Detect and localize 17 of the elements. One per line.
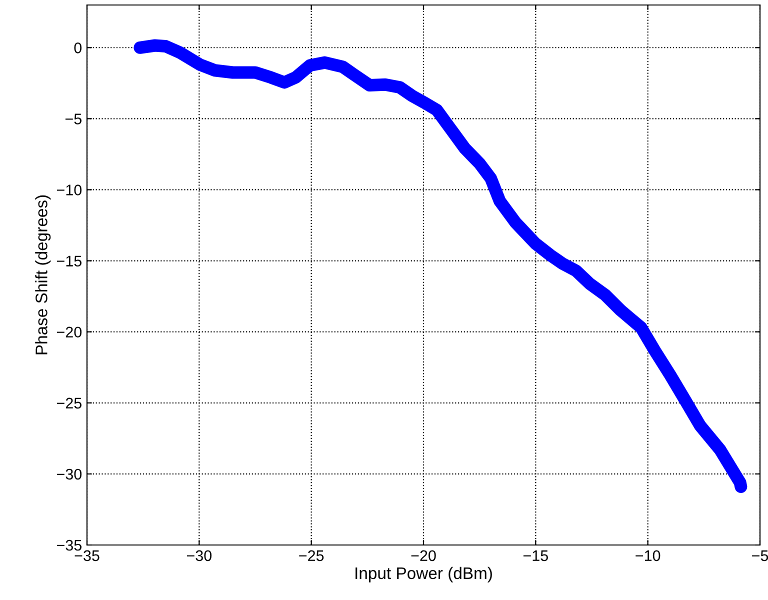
x-tick-label: −5 [752,550,768,562]
x-tick-label: −20 [411,550,436,562]
y-tick-label: −25 [56,398,82,409]
x-tick-label: −25 [299,550,324,562]
y-tick-label: −5 [65,114,82,124]
x-tick-label: −10 [636,550,660,562]
y-tick-label: 0 [74,42,82,54]
x-axis-title: Input Power (dBm) [356,566,492,582]
x-tick-label: −15 [523,550,548,562]
x-tick-label: −35 [74,550,100,562]
x-tick-label: −30 [186,550,212,562]
y-tick-label: −10 [56,184,82,196]
y-tick-label: −20 [56,326,82,338]
y-tick-label: −30 [56,468,82,480]
y-tick-label: −35 [56,540,82,551]
y-tick-label: −15 [56,256,82,266]
y-axis-title: Phase Shift (degrees) [35,195,51,354]
